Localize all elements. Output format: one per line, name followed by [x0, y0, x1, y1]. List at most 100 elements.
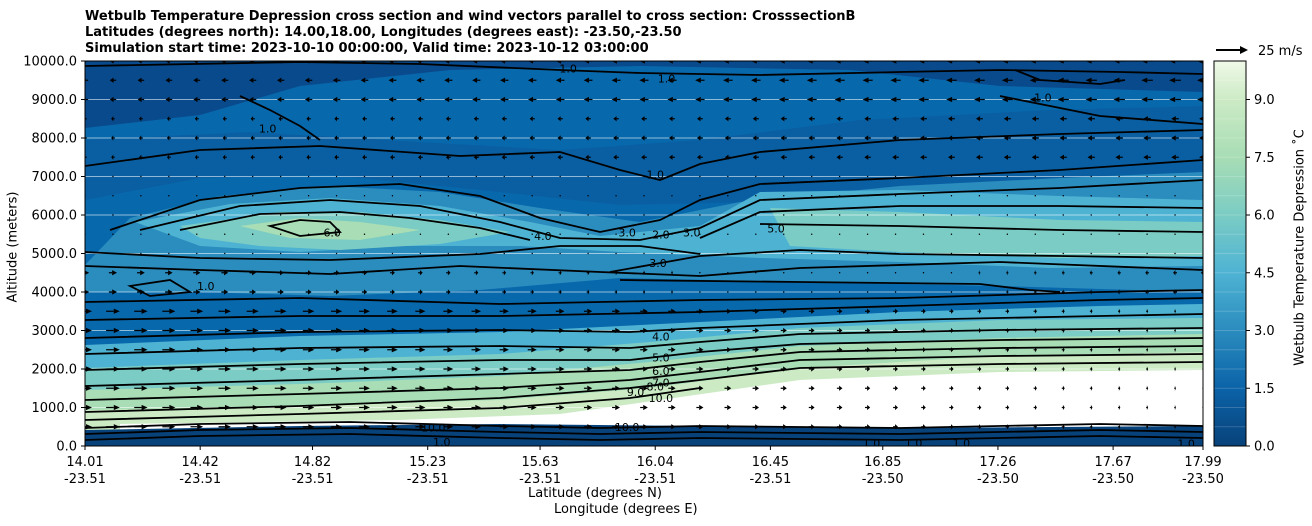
wind-vector [168, 175, 170, 178]
wind-vector [335, 175, 338, 178]
wind-vector-head [141, 404, 148, 411]
x-tick-label-longitude: -23.50 [1182, 472, 1224, 487]
wind-vector-head [500, 96, 506, 103]
wind-vector-head [416, 96, 422, 103]
wind-vector-head [667, 96, 673, 103]
colorbar-tick-label: 6.0 [1254, 209, 1275, 224]
wind-vector-head [280, 366, 287, 372]
wind-vector [196, 252, 198, 255]
wind-vector [168, 195, 170, 197]
wind-vector-head [334, 135, 337, 141]
wind-key: 25 m/s [1216, 44, 1303, 59]
wind-vector-head [667, 77, 673, 83]
wind-vector-head [557, 135, 561, 141]
wind-vector [279, 214, 282, 216]
wind-vector [1146, 175, 1148, 178]
wind-vector [894, 291, 897, 293]
wind-vector-head [472, 96, 478, 103]
wind-vector-head [780, 135, 785, 141]
wind-vector-head [249, 77, 254, 83]
wind-vector-head [1090, 366, 1093, 372]
wind-vector-head [111, 116, 114, 122]
wind-vector-head [447, 366, 454, 372]
wind-vector-head [727, 404, 732, 411]
wind-vector-head [920, 116, 925, 122]
wind-vector-head [1197, 61, 1203, 64]
x-tick-label-longitude: -23.51 [634, 472, 676, 487]
wind-vector-head [529, 135, 533, 141]
chart-title-line-2: Latitudes (degrees north): 14.00,18.00, … [85, 25, 682, 40]
wind-vector [699, 195, 701, 197]
wind-vector-head [224, 308, 231, 314]
wind-vector [1062, 252, 1064, 255]
wind-vector-head [839, 404, 843, 411]
y-tick-label: 5000.0 [32, 247, 78, 262]
wind-vector [755, 291, 757, 293]
wind-vector-head [864, 116, 869, 122]
wind-vector-head [699, 327, 704, 334]
wind-vector-head [165, 77, 170, 83]
wind-vector-head [783, 385, 787, 391]
wind-vector-head [193, 61, 198, 64]
wind-vector [922, 195, 925, 197]
wind-vector-head [1059, 135, 1064, 141]
wind-vector-head [583, 77, 589, 83]
wind-vector [950, 214, 953, 216]
wind-vector [615, 195, 617, 197]
wind-vector-head [503, 270, 507, 276]
x-tick-label-longitude: -23.51 [749, 472, 791, 487]
wind-vector-head [500, 77, 506, 83]
wind-vector [503, 214, 505, 216]
wind-vector-head [250, 116, 254, 122]
wind-vector-head [946, 77, 953, 83]
wind-vector-head [839, 308, 843, 314]
wind-vector-head [137, 77, 142, 83]
wind-vector-head [699, 404, 704, 411]
wind-vector-head [1169, 61, 1176, 64]
wind-vector-head [166, 135, 170, 141]
wind-vector-head [978, 289, 980, 295]
wind-vector-head [923, 366, 926, 372]
wind-vector-head [918, 96, 925, 103]
contour-label: 2.0 [652, 228, 670, 241]
x-tick-label-latitude: 16.85 [864, 455, 901, 470]
wind-vector-head [892, 135, 897, 141]
x-tick-label-latitude: 14.82 [294, 455, 331, 470]
wind-vector-head [86, 347, 92, 353]
colorbar [1214, 61, 1246, 446]
wind-vector-head [222, 154, 226, 160]
contour-label: 1.0 [259, 122, 277, 135]
wind-vector-head [811, 385, 815, 391]
wind-vector-head [979, 385, 982, 391]
wind-vector-head [531, 308, 537, 314]
wind-vector-head [141, 327, 148, 334]
wind-vector [391, 214, 394, 216]
wind-vector-head [419, 289, 423, 295]
wind-vector-head [419, 424, 426, 430]
wind-vector [811, 291, 813, 293]
wind-vector [866, 233, 869, 235]
wind-vector-head [557, 154, 561, 160]
wind-vector-head [755, 327, 760, 334]
wind-vector-head [1171, 135, 1176, 141]
wind-vector [783, 214, 785, 216]
wind-vector-head [1174, 404, 1176, 411]
contour-label: 10.0 [615, 421, 640, 434]
wind-vector-head [587, 347, 593, 353]
wind-vector-head [639, 77, 645, 83]
wind-vector-head [363, 308, 370, 314]
wind-vector [783, 175, 785, 178]
wind-vector-head [224, 289, 229, 295]
wind-vector-head [1115, 135, 1120, 141]
wind-vector-head [141, 347, 148, 353]
wind-vector-head [587, 385, 593, 391]
wind-vector-head [667, 61, 673, 64]
wind-vector [279, 233, 282, 235]
wind-vector-head [250, 154, 254, 160]
wind-vector-head [475, 270, 479, 276]
wind-vector [363, 195, 366, 197]
wind-vector-head [862, 96, 869, 103]
wind-vector-head [1118, 366, 1121, 372]
wind-vector [447, 195, 450, 197]
x-tick-label-latitude: 17.26 [979, 455, 1016, 470]
